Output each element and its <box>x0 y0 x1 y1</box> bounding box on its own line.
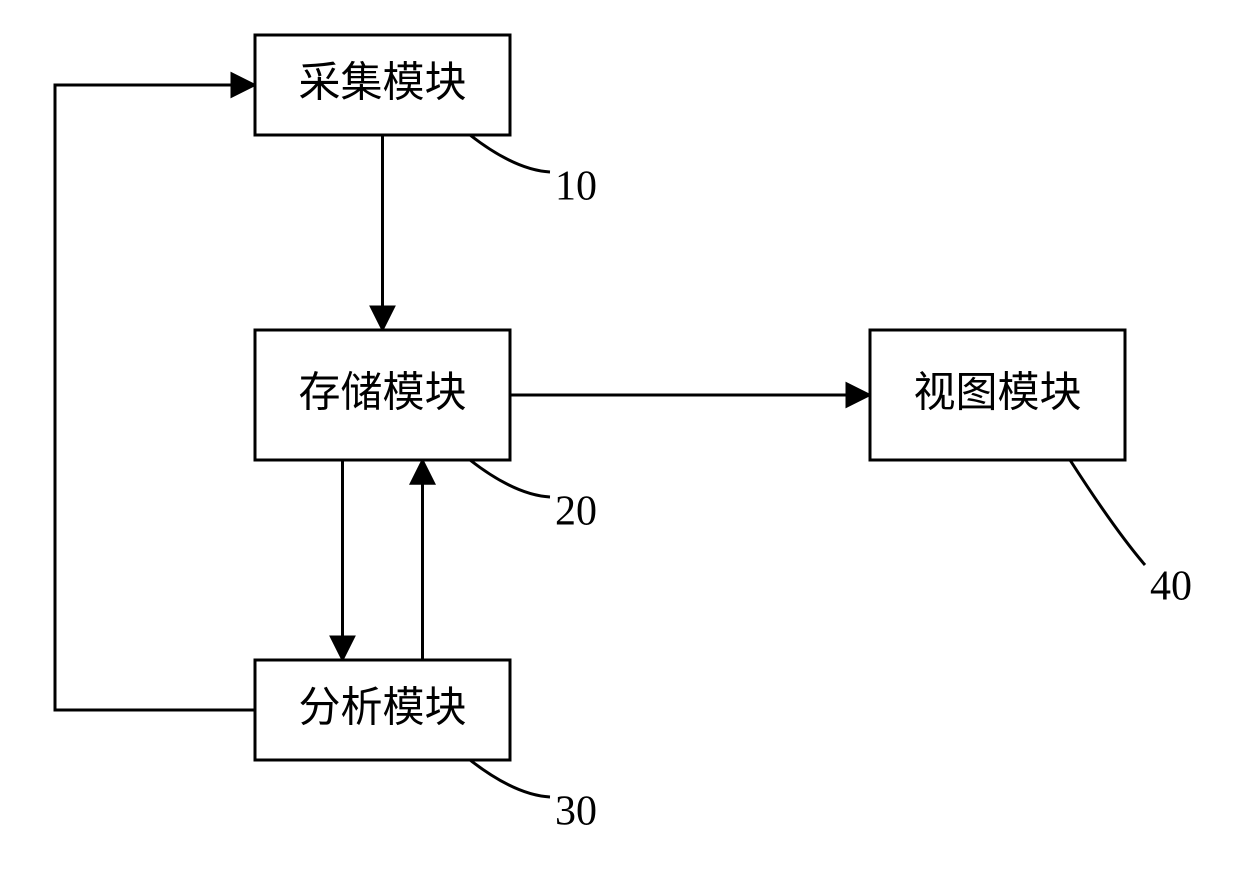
callout-curve-n10 <box>470 135 550 172</box>
callout-curve-n40 <box>1070 460 1145 565</box>
node-label-n30: 分析模块 <box>298 686 466 732</box>
node-n10: 采集模块 10 <box>255 35 597 210</box>
callout-curve-n30 <box>470 760 550 797</box>
callout-number-n30: 30 <box>555 789 597 835</box>
callout-number-n20: 20 <box>555 489 597 535</box>
node-n30: 分析模块 30 <box>255 660 597 835</box>
callout-number-n40: 40 <box>1150 564 1192 610</box>
edge-n30-n10-loop <box>55 85 255 710</box>
node-label-n40: 视图模块 <box>913 371 1081 417</box>
node-n40: 视图模块 40 <box>870 330 1192 610</box>
node-n20: 存储模块 20 <box>255 330 597 535</box>
callout-curve-n20 <box>470 460 550 497</box>
node-label-n20: 存储模块 <box>298 371 466 417</box>
callout-number-n10: 10 <box>555 164 597 210</box>
node-label-n10: 采集模块 <box>298 61 466 107</box>
